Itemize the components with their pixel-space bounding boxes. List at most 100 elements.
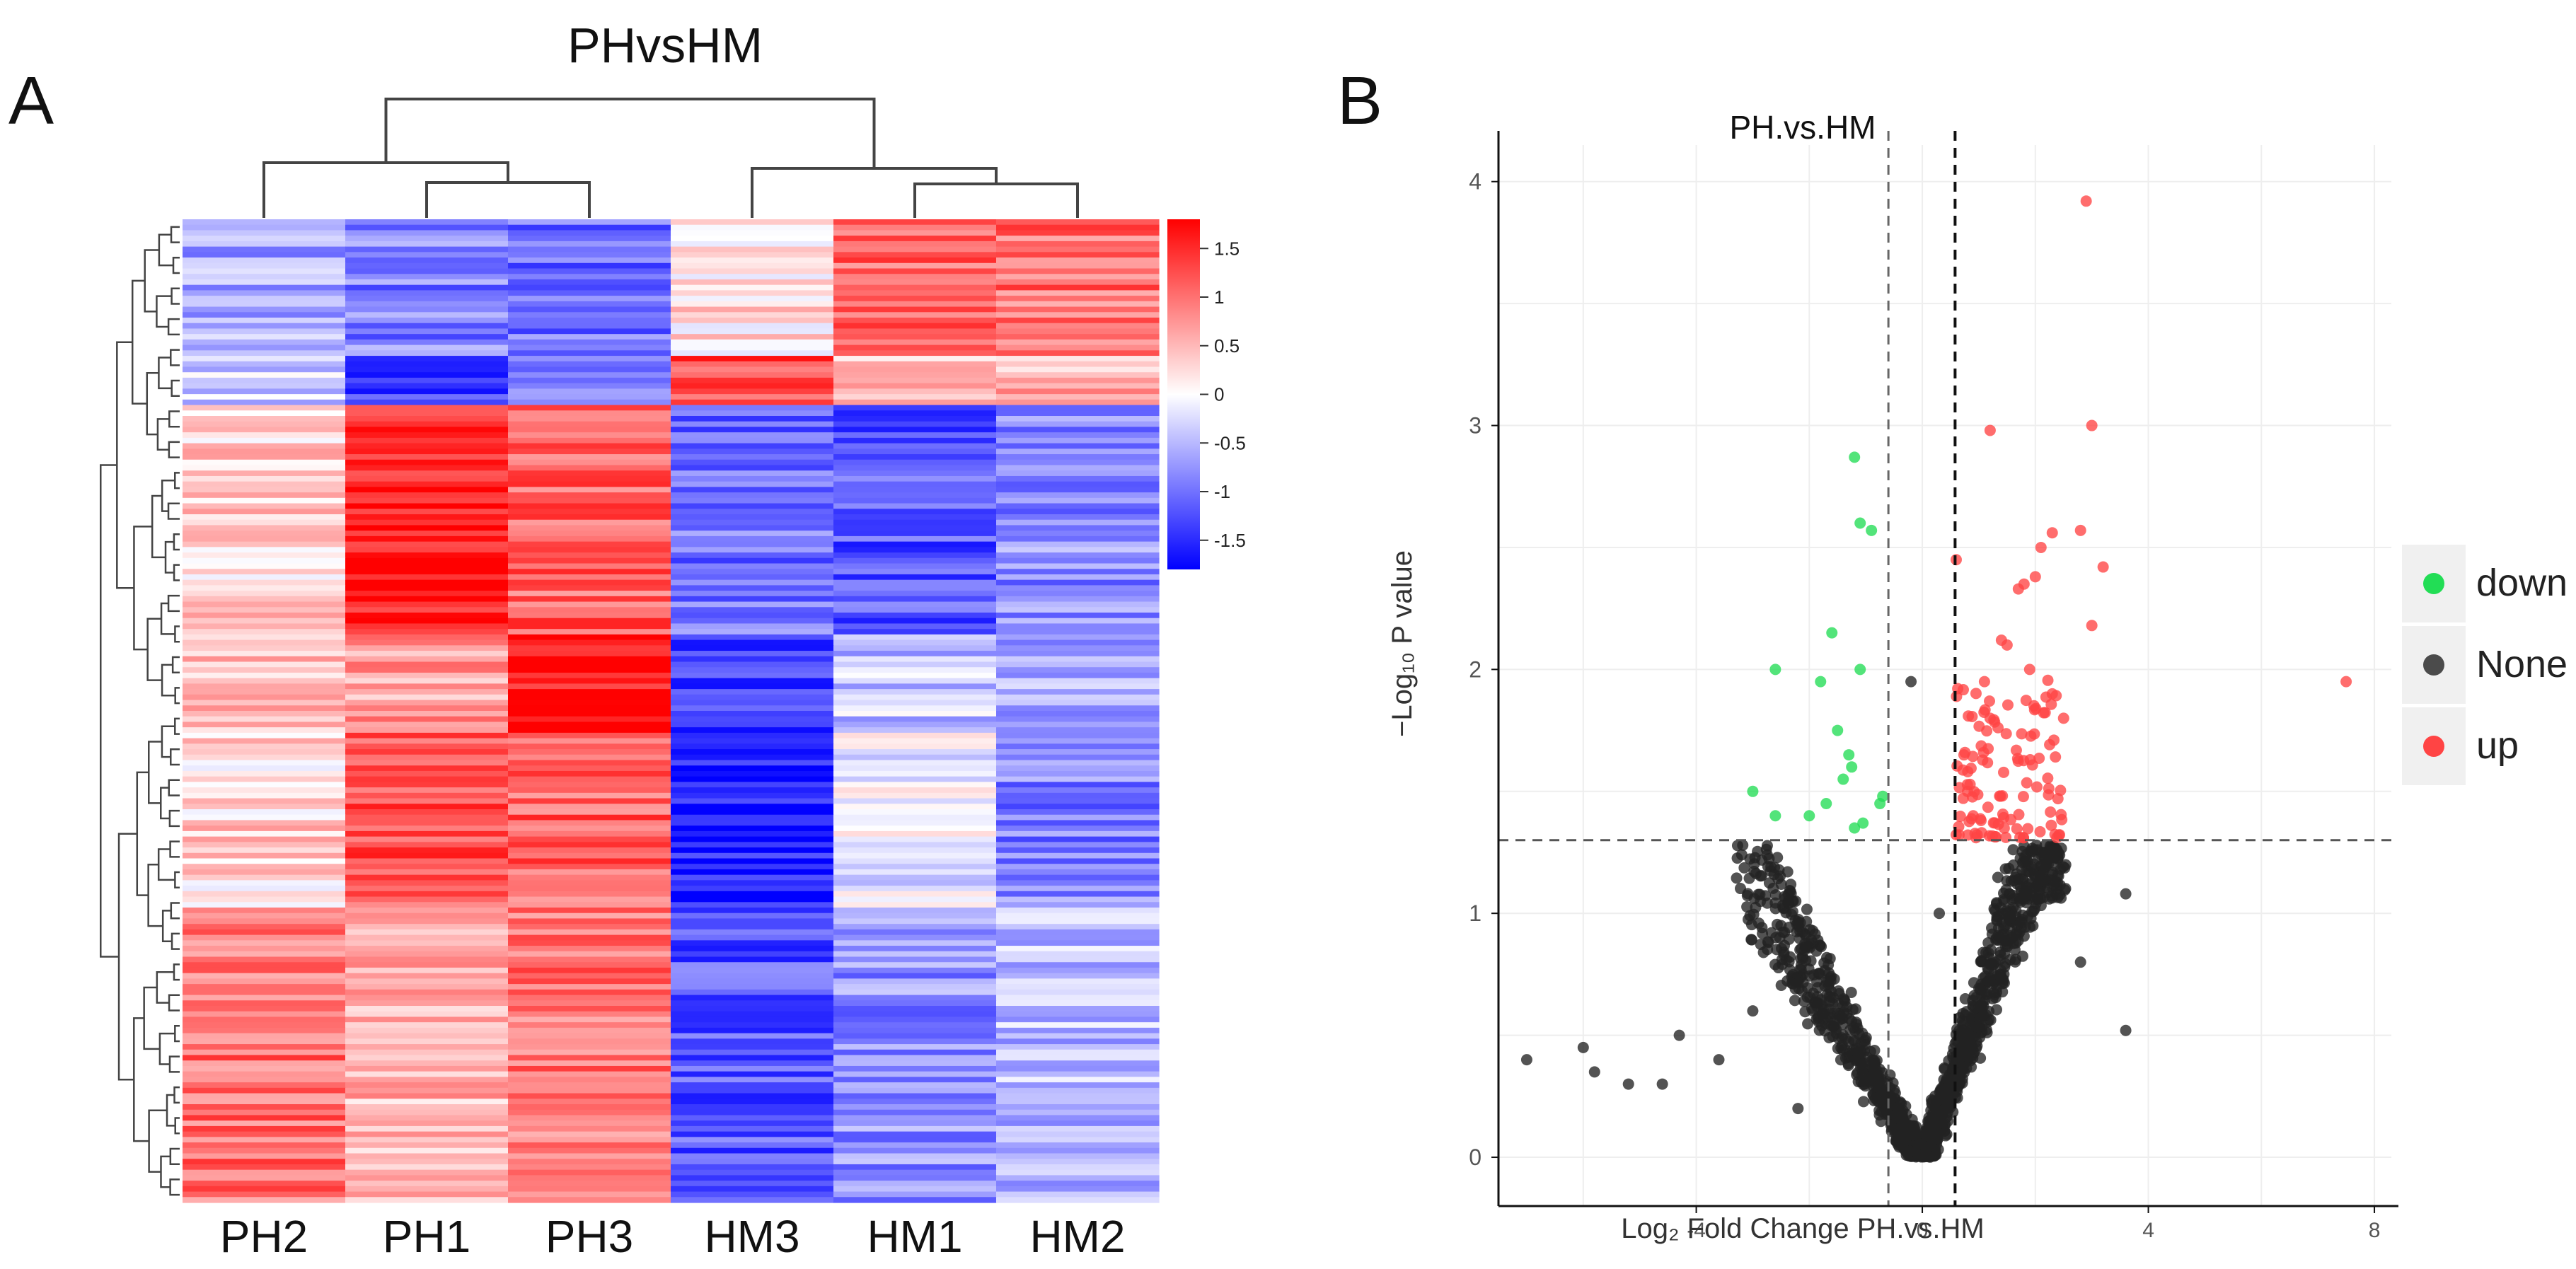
- heatmap-cell: [671, 667, 834, 673]
- row-dendrogram-branch: [168, 809, 180, 828]
- heatmap-cell: [996, 1169, 1160, 1176]
- heatmap-cell: [833, 394, 997, 400]
- heatmap-cell: [345, 1087, 509, 1094]
- heatmap-cell: [671, 459, 834, 466]
- heatmap-cell: [183, 497, 346, 504]
- heatmap-cell: [833, 1104, 997, 1111]
- heatmap-cell: [345, 1065, 509, 1072]
- volcano-point-none: [2003, 862, 2015, 874]
- heatmap-cell: [833, 908, 997, 914]
- heatmap-cell: [508, 672, 671, 679]
- heatmap-cell: [345, 825, 509, 832]
- heatmap-cell: [996, 535, 1160, 543]
- heatmap-cell: [508, 334, 671, 340]
- heatmap-cell: [996, 842, 1160, 848]
- heatmap-cell: [996, 1181, 1160, 1187]
- heatmap-cell: [345, 284, 509, 291]
- heatmap-cell: [183, 1082, 346, 1089]
- volcano-point-up: [1998, 822, 2010, 834]
- heatmap-cell: [833, 705, 997, 712]
- heatmap-cell: [833, 634, 997, 641]
- volcano-point-none: [1992, 871, 2004, 883]
- heatmap-cell: [345, 792, 509, 799]
- volcano-point-none: [1798, 995, 1810, 1007]
- heatmap-cell: [345, 443, 509, 449]
- heatmap-cell: [833, 475, 997, 482]
- heatmap-cell: [508, 1164, 671, 1171]
- heatmap-cell: [345, 661, 509, 668]
- row-dendrogram-branch: [117, 833, 137, 1081]
- color-scale-tick-label: -0.5: [1214, 432, 1246, 453]
- heatmap-cell: [183, 301, 346, 308]
- heatmap-cell: [833, 443, 997, 449]
- heatmap-cell: [183, 738, 346, 744]
- heatmap-cell: [833, 1000, 997, 1007]
- volcano-point-none: [1807, 1004, 1819, 1016]
- row-dendrogram-branch: [133, 1017, 149, 1142]
- heatmap-cell: [671, 912, 834, 920]
- heatmap-cell: [833, 1115, 997, 1121]
- heatmap-cell: [671, 656, 834, 663]
- volcano-point-up: [2023, 664, 2035, 676]
- heatmap-cell: [345, 1104, 509, 1111]
- heatmap-cell: [183, 852, 346, 859]
- heatmap-cell: [996, 716, 1160, 723]
- heatmap-cell: [345, 552, 509, 559]
- heatmap-cell: [345, 236, 509, 242]
- heatmap-cell: [508, 531, 671, 537]
- heatmap-cell: [671, 847, 834, 854]
- volcano-point-up: [2012, 583, 2024, 595]
- heatmap-cell: [671, 891, 834, 898]
- heatmap-cell: [833, 836, 997, 842]
- row-dendrogram-branch: [168, 410, 180, 428]
- volcano-point-none: [1885, 1093, 1898, 1105]
- heatmap-cell: [183, 989, 346, 996]
- heatmap-cell: [183, 694, 346, 701]
- heatmap-cell: [671, 388, 834, 395]
- heatmap-cell: [508, 1125, 671, 1132]
- heatmap-cell: [345, 569, 509, 575]
- heatmap-cell: [508, 591, 671, 597]
- heatmap-cell: [996, 421, 1160, 428]
- volcano-point-up: [1964, 778, 1976, 790]
- x-tick-label: 8: [2369, 1219, 2381, 1242]
- heatmap-cell: [996, 634, 1160, 641]
- heatmap-cell: [671, 705, 834, 712]
- heatmap-cell: [671, 1022, 834, 1028]
- heatmap-cell: [996, 618, 1160, 625]
- volcano-point-none: [1968, 1047, 1980, 1059]
- heatmap-cell: [833, 1120, 997, 1127]
- heatmap-cell: [671, 1006, 834, 1012]
- heatmap-cell: [508, 509, 671, 515]
- heatmap-cell: [996, 1104, 1160, 1111]
- heatmap-cell: [508, 405, 671, 411]
- volcano-point-none: [1847, 1021, 1859, 1033]
- heatmap-cell: [508, 356, 671, 362]
- heatmap-cell: [996, 552, 1160, 559]
- volcano-point-none: [1656, 1078, 1668, 1090]
- heatmap-cell: [345, 1120, 509, 1127]
- heatmap-cell: [996, 836, 1160, 842]
- volcano-point-none: [1856, 1058, 1868, 1070]
- legend-label-up: up: [2476, 724, 2519, 767]
- heatmap-cell: [345, 908, 509, 914]
- heatmap-cell: [671, 475, 834, 482]
- row-dendrogram-branch: [160, 787, 170, 820]
- heatmap-cell: [833, 984, 997, 990]
- heatmap-cell: [508, 661, 671, 668]
- heatmap-cell: [996, 569, 1160, 575]
- heatmap-cell: [345, 1115, 509, 1121]
- heatmap-cell: [833, 405, 997, 411]
- heatmap-cell: [833, 509, 997, 515]
- heatmap-cell: [671, 1082, 834, 1089]
- heatmap-cell: [345, 432, 509, 439]
- heatmap-cell: [996, 951, 1160, 958]
- heatmap-cell: [508, 279, 671, 286]
- heatmap-cell: [833, 989, 997, 996]
- heatmap-cell: [183, 1033, 346, 1039]
- volcano-points-up: [1950, 195, 2352, 844]
- volcano-point-none: [2012, 934, 2024, 946]
- heatmap-cell: [508, 579, 671, 586]
- heatmap-cell: [671, 1109, 834, 1116]
- heatmap-cell: [671, 601, 834, 608]
